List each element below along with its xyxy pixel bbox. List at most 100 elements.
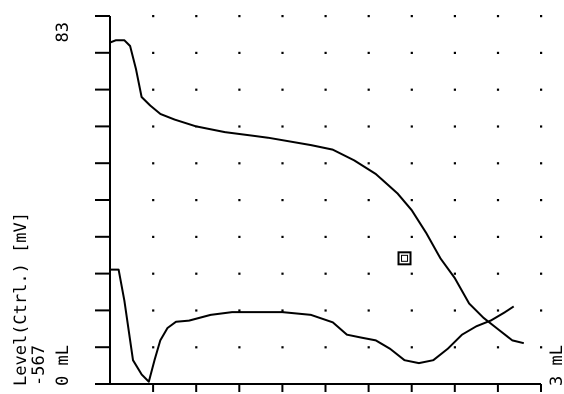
grid-dot: [238, 125, 241, 128]
x-left-label: 0 mL: [53, 345, 73, 386]
grid-dot: [410, 309, 413, 312]
axis-ticks: [95, 15, 542, 392]
grid-dot: [496, 309, 500, 312]
grid-dot: [152, 162, 155, 165]
grid-dot: [324, 15, 327, 18]
grid-dot: [540, 162, 543, 165]
grid-dot: [367, 125, 370, 128]
grid-dot: [152, 15, 155, 18]
cursor-marker-inner: [401, 254, 409, 262]
grid-dot: [152, 346, 155, 349]
grid-dot: [281, 235, 284, 238]
grid-dot: [367, 162, 370, 165]
grid-dot: [540, 199, 543, 202]
grid-dot: [367, 51, 370, 54]
grid-dot: [410, 235, 413, 238]
grid-dot: [195, 346, 198, 349]
grid-dot: [540, 125, 543, 128]
y-bottom-label: -567: [29, 345, 49, 386]
grid-dot: [281, 346, 284, 349]
grid-dot: [540, 51, 543, 54]
grid-dot: [367, 88, 370, 91]
y-axis-title: Level(Ctrl.) [mV]: [11, 212, 31, 386]
grid-dots: [152, 15, 543, 349]
grid-dot: [540, 235, 543, 238]
grid-dot: [324, 125, 327, 128]
grid-dot: [238, 51, 241, 54]
grid-dot: [195, 51, 198, 54]
grid-dot: [152, 235, 155, 238]
grid-dot: [281, 309, 284, 312]
grid-dot: [238, 199, 241, 202]
grid-dot: [152, 51, 155, 54]
grid-dot: [195, 272, 198, 275]
grid-dot: [410, 15, 413, 18]
grid-dot: [281, 162, 284, 165]
grid-dot: [496, 272, 500, 275]
grid-dot: [410, 162, 413, 165]
grid-dot: [496, 346, 500, 349]
grid-dot: [238, 272, 241, 275]
grid-dot: [238, 162, 241, 165]
grid-dot: [195, 88, 198, 91]
grid-dot: [152, 88, 155, 91]
grid-dot: [152, 272, 155, 275]
grid-dot: [324, 51, 327, 54]
grid-dot: [195, 309, 198, 312]
grid-dot: [540, 15, 543, 18]
grid-dot: [324, 162, 327, 165]
grid-dot: [281, 125, 284, 128]
grid-dot: [453, 15, 456, 18]
grid-dot: [367, 199, 370, 202]
y-top-label: 83: [53, 22, 73, 42]
grid-dot: [238, 235, 241, 238]
grid-dot: [324, 309, 327, 312]
grid-dot: [496, 125, 500, 128]
grid-dot: [410, 51, 413, 54]
grid-dot: [324, 88, 327, 91]
series-line-1: [109, 39, 525, 345]
grid-dot: [453, 272, 456, 275]
grid-dot: [281, 51, 284, 54]
grid-dot: [496, 88, 500, 91]
grid-dot: [453, 309, 456, 312]
cursor-marker: [397, 251, 412, 266]
grid-dot: [195, 235, 198, 238]
grid-dot: [195, 162, 198, 165]
x-right-label: 3 mL: [547, 345, 564, 386]
grid-dot: [152, 309, 155, 312]
grid-dot: [281, 15, 284, 18]
grid-dot: [496, 235, 500, 238]
grid-dot: [195, 199, 198, 202]
grid-dot: [410, 199, 413, 202]
grid-dot: [281, 199, 284, 202]
grid-dot: [540, 346, 543, 349]
grid-dot: [238, 15, 241, 18]
grid-dot: [324, 199, 327, 202]
grid-dot: [238, 88, 241, 91]
grid-dot: [453, 51, 456, 54]
series-layer: [109, 39, 525, 383]
grid-dot: [453, 346, 456, 349]
grid-dot: [195, 15, 198, 18]
grid-dot: [496, 15, 500, 18]
grid-dot: [367, 309, 370, 312]
grid-dot: [453, 235, 456, 238]
grid-dot: [410, 88, 413, 91]
grid-dot: [540, 272, 543, 275]
grid-dot: [367, 235, 370, 238]
grid-dot: [281, 88, 284, 91]
grid-dot: [453, 162, 456, 165]
grid-dot: [367, 272, 370, 275]
grid-dot: [281, 272, 284, 275]
grid-dot: [410, 346, 413, 349]
grid-dot: [367, 15, 370, 18]
grid-dot: [324, 346, 327, 349]
grid-dot: [324, 235, 327, 238]
grid-dot: [410, 272, 413, 275]
grid-dot: [367, 346, 370, 349]
grid-dot: [453, 125, 456, 128]
grid-dot: [540, 309, 543, 312]
grid-dot: [238, 346, 241, 349]
